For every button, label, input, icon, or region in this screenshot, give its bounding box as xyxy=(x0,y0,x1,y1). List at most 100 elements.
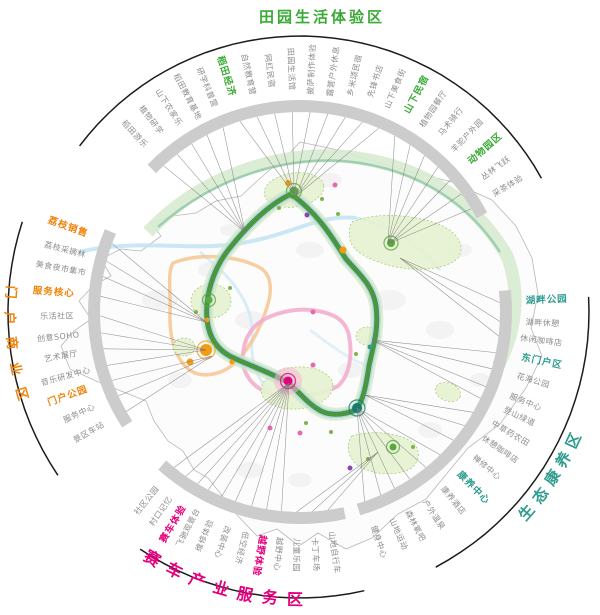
node-dot xyxy=(411,445,415,449)
node-ring xyxy=(348,399,366,417)
connector-line xyxy=(118,355,213,397)
connector-line xyxy=(163,165,246,233)
node-dot xyxy=(367,344,373,350)
zone-title-left: 户 xyxy=(1,310,17,325)
map-texture xyxy=(168,372,192,388)
node-dot xyxy=(304,212,310,218)
connector-line xyxy=(356,407,381,496)
map-texture xyxy=(288,473,312,487)
pink-loop-road xyxy=(240,307,353,399)
connector-line xyxy=(399,257,500,322)
zone-band-arc xyxy=(87,229,133,428)
park-blob xyxy=(349,215,462,270)
node-dot xyxy=(310,309,316,315)
connector-line xyxy=(364,394,474,413)
connector-line xyxy=(371,339,496,353)
connector-line xyxy=(126,355,213,412)
park-blob xyxy=(172,337,196,357)
zone-title-bottom: 区 xyxy=(286,589,304,610)
connector-line xyxy=(111,243,207,323)
node-dot xyxy=(204,317,210,323)
connector-line xyxy=(387,135,396,244)
connector-line xyxy=(356,407,365,502)
connector-line xyxy=(176,154,246,233)
connector-line xyxy=(295,117,346,197)
zone-band-arc xyxy=(356,290,513,516)
map-texture xyxy=(338,362,362,378)
connector-line xyxy=(222,127,246,233)
connector-line xyxy=(274,113,295,195)
park-blob xyxy=(435,382,461,402)
connector-line xyxy=(103,276,207,323)
connector-line xyxy=(112,355,213,381)
node-dot xyxy=(304,421,308,425)
outer-arc xyxy=(139,548,365,599)
connector-line xyxy=(106,260,207,323)
zone-title-left: 商 xyxy=(2,336,19,351)
map-texture xyxy=(426,321,454,339)
connector-line xyxy=(256,116,295,195)
connector-line xyxy=(191,143,246,233)
connector-line xyxy=(295,113,329,197)
connector-line xyxy=(399,257,500,303)
zone-title-bottom: 服 xyxy=(235,583,255,606)
greenway-line xyxy=(157,159,502,253)
node-ring xyxy=(385,439,401,455)
node-dot xyxy=(277,206,281,210)
connector-line xyxy=(356,407,411,480)
connector-line xyxy=(293,112,311,195)
zone-title-bottom: 务 xyxy=(260,587,279,609)
map-texture xyxy=(418,422,442,438)
node-ring xyxy=(201,292,217,308)
connector-line xyxy=(295,127,379,197)
connector-line xyxy=(206,134,246,233)
zone-title-top: 田园生活体验区 xyxy=(258,8,386,26)
radial-label: 卡丁车场 xyxy=(309,537,321,572)
connector-line xyxy=(389,179,451,244)
node-dot xyxy=(283,376,293,386)
connector-line xyxy=(266,382,290,510)
node-dot xyxy=(297,430,303,436)
connector-line xyxy=(251,382,290,507)
connector-line xyxy=(101,332,207,351)
connector-line xyxy=(185,382,290,477)
connector-line xyxy=(197,382,290,484)
connector-line xyxy=(173,382,290,468)
node-dot xyxy=(320,197,324,201)
map-texture xyxy=(296,242,324,258)
zone-title-left: 业 xyxy=(6,361,24,377)
connector-line xyxy=(371,339,492,370)
radial-label: 田园生活馆 xyxy=(285,47,297,91)
radial-label: 越野中心 xyxy=(272,536,285,572)
node-dot xyxy=(354,352,358,356)
connector-line xyxy=(387,155,425,244)
node-dot xyxy=(329,430,333,434)
node-dot xyxy=(229,359,235,365)
node-dot xyxy=(310,362,316,368)
radial-label: 乐活社区 xyxy=(39,311,75,321)
zone-band-arc xyxy=(158,460,346,525)
zone-subheading: 湖畔公园 xyxy=(525,293,568,307)
radial-label: 儿童乐园 xyxy=(291,537,302,573)
node-dot xyxy=(347,465,353,471)
connector-line xyxy=(296,451,379,513)
map-texture xyxy=(470,373,490,387)
connector-line xyxy=(107,349,207,366)
connector-line xyxy=(208,382,290,490)
connector-line xyxy=(371,339,481,399)
connector-line xyxy=(295,121,363,197)
connector-line xyxy=(312,451,379,512)
zone-title-left: 门 xyxy=(1,284,18,299)
node-dot xyxy=(228,286,232,290)
node-dot xyxy=(332,182,338,188)
node-dot xyxy=(186,358,194,366)
radial-label: 湖畔休憩 xyxy=(525,317,560,329)
connector-line xyxy=(103,348,207,351)
zone-band-arc xyxy=(147,99,488,219)
connector-line xyxy=(399,257,499,337)
connector-line xyxy=(100,296,207,323)
node-dot xyxy=(336,212,340,216)
connector-line xyxy=(389,193,462,244)
connector-line xyxy=(327,451,379,511)
